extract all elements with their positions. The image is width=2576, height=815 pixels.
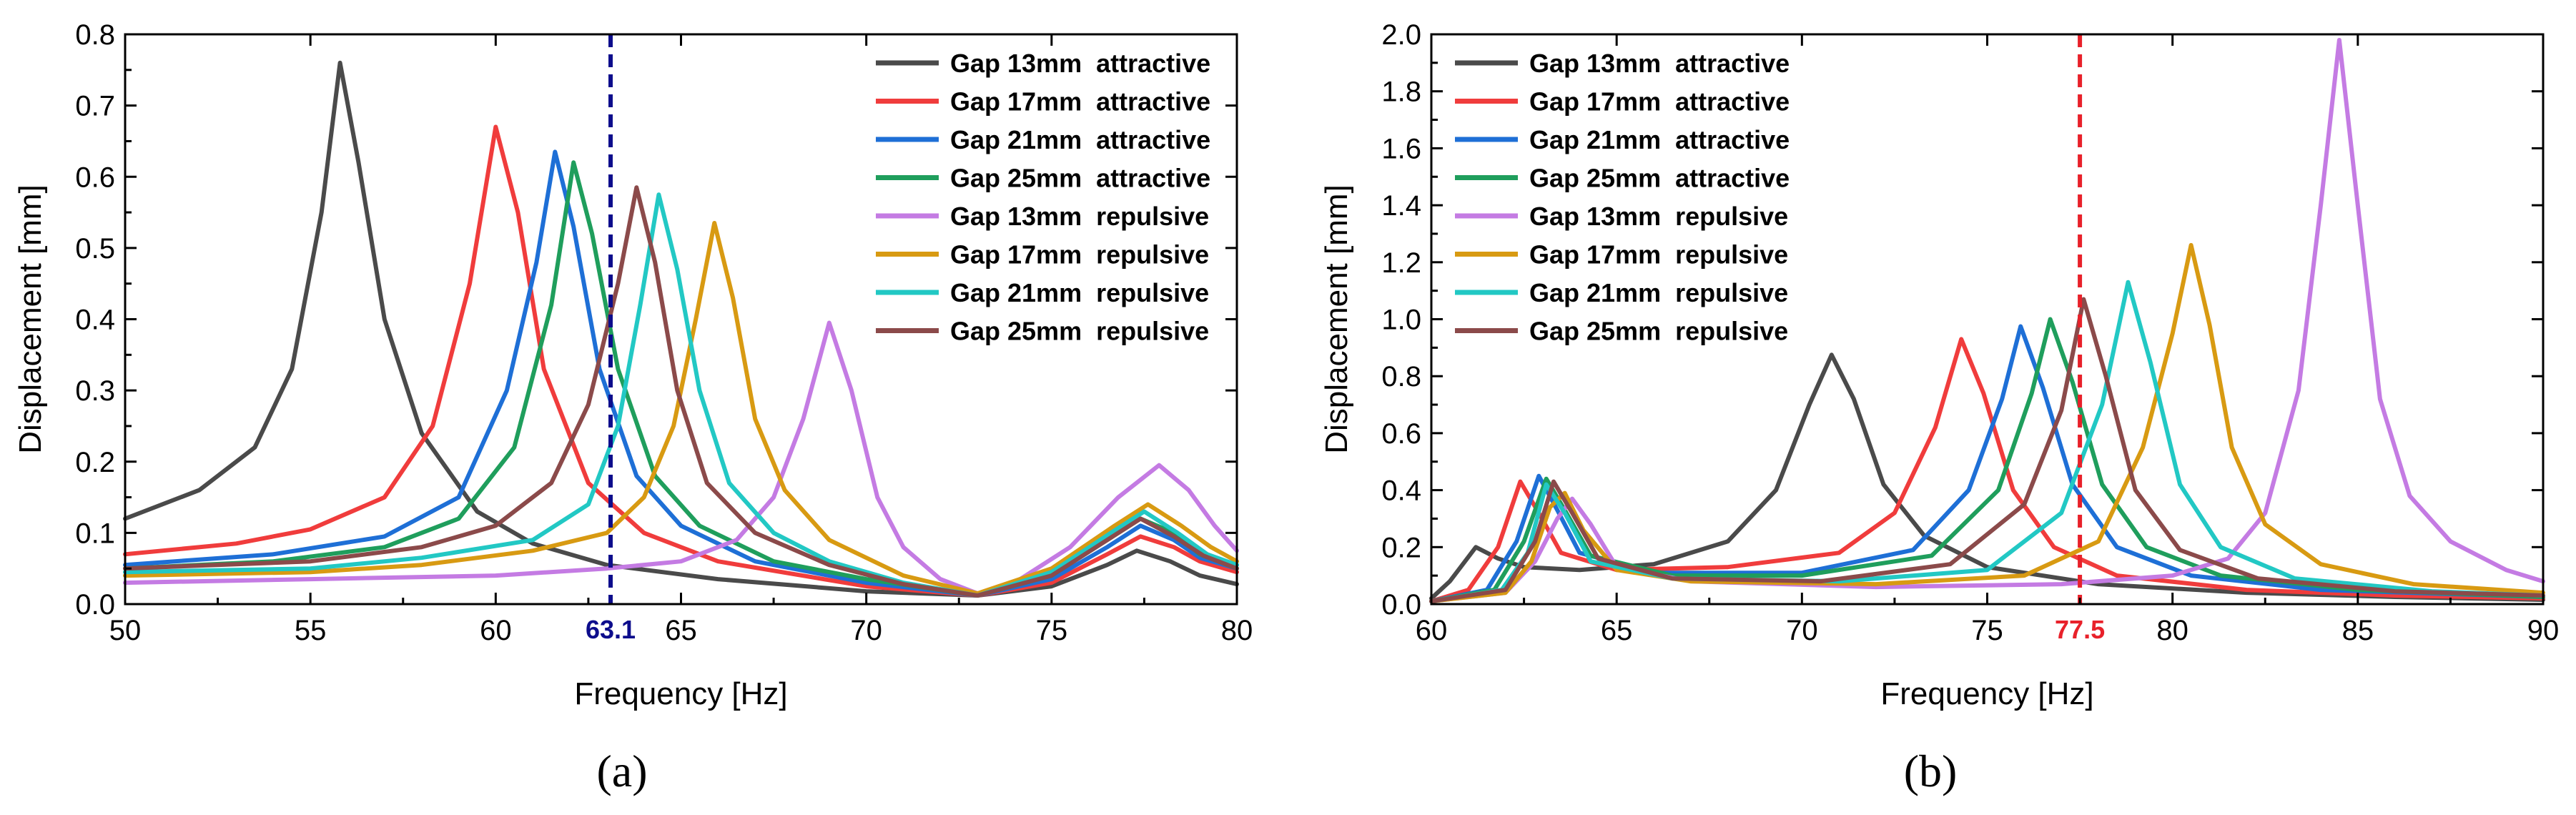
series-line-7 <box>1429 280 2545 603</box>
legend-label-8: Gap 25mm repulsive <box>950 317 1209 346</box>
panel-label: (a) <box>596 746 647 796</box>
x-tick-label: 60 <box>1416 615 1448 646</box>
reference-line-label: 63.1 <box>586 615 636 644</box>
reference-line-label: 77.5 <box>2055 615 2105 644</box>
x-tick-label: 70 <box>850 615 882 646</box>
series-lines <box>1429 38 2545 603</box>
series-line-6 <box>1429 242 2545 603</box>
legend-label-4: Gap 25mm attractive <box>950 164 1210 193</box>
chart-panel-a: 50 55 60 65 70 75 800.00.10.20.30.40.50.60.70.… <box>13 19 1253 796</box>
series-line-8 <box>123 185 1239 598</box>
legend-label-8: Gap 25mm repulsive <box>1529 317 1788 346</box>
y-tick-label: 2.0 <box>1381 19 1421 51</box>
x-axis-label: Frequency [Hz] <box>1880 676 2093 711</box>
y-tick-label: 1.2 <box>1381 247 1421 279</box>
series-line-5 <box>123 320 1239 596</box>
x-tick-label: 65 <box>665 615 697 646</box>
series-line-1 <box>123 60 1239 598</box>
y-tick-label: 0.8 <box>1381 361 1421 392</box>
legend-label-4: Gap 25mm attractive <box>1529 164 1790 193</box>
y-tick-label: 0.6 <box>1381 418 1421 450</box>
legend-label-6: Gap 17mm repulsive <box>950 240 1209 270</box>
y-axis-label: Displacement [mm] <box>13 184 48 454</box>
series-line-4 <box>1429 317 2545 603</box>
y-tick-label: 0.7 <box>75 91 115 122</box>
y-axis: 0.0 0.2 0.4 0.6 0.8 1.0 1.2 1.4 1.6 1.8 2.0 <box>1381 19 2543 621</box>
legend-label-2: Gap 17mm attractive <box>950 87 1210 117</box>
y-tick-label: 0.5 <box>75 233 115 265</box>
x-tick-label: 60 <box>480 615 512 646</box>
y-axis-label: Displacement [mm] <box>1319 184 1354 454</box>
legend-label-3: Gap 21mm attractive <box>1529 125 1790 154</box>
y-tick-label: 0.0 <box>1381 589 1421 621</box>
y-axis: 0.0 0.1 0.2 0.3 0.4 0.5 0.6 0.7 0.8 <box>75 19 1237 621</box>
y-tick-label: 0.4 <box>75 305 115 336</box>
series-line-2 <box>1429 337 2545 603</box>
x-tick-label: 65 <box>1601 615 1633 646</box>
x-tick-label: 80 <box>1221 615 1253 646</box>
series-line-2 <box>123 124 1239 598</box>
y-tick-label: 0.3 <box>75 375 115 407</box>
x-tick-label: 75 <box>1036 615 1068 646</box>
y-tick-label: 0.1 <box>75 518 115 549</box>
panel-label: (b) <box>1904 746 1958 796</box>
x-tick-label: 75 <box>1971 615 2003 646</box>
series-line-7 <box>123 192 1239 598</box>
legend: Gap 13mm attractive Gap 17mm attractive Ga… <box>876 49 1210 346</box>
legend-label-5: Gap 13mm repulsive <box>950 202 1209 231</box>
series-line-8 <box>1429 297 2545 603</box>
x-tick-label: 85 <box>2342 615 2374 646</box>
legend-label-1: Gap 13mm attractive <box>950 49 1210 78</box>
x-tick-label: 70 <box>1786 615 1818 646</box>
series-line-1 <box>1429 352 2545 602</box>
series-line-3 <box>1429 324 2545 603</box>
x-tick-label: 80 <box>2156 615 2188 646</box>
series-line-3 <box>123 149 1239 598</box>
series-line-6 <box>123 221 1239 596</box>
x-axis-label: Frequency [Hz] <box>574 676 787 711</box>
x-axis: 50 55 60 65 70 75 80 <box>109 34 1253 646</box>
x-axis: 60 65 70 75 80 85 90 <box>1416 34 2560 646</box>
y-tick-label: 0.0 <box>75 589 115 621</box>
x-tick-label: 90 <box>2527 615 2560 646</box>
y-tick-label: 1.0 <box>1381 305 1421 336</box>
legend-label-1: Gap 13mm attractive <box>1529 49 1790 78</box>
y-tick-label: 0.6 <box>75 162 115 193</box>
chart-panel-b: 60 65 70 75 80 85 90 0.0 0.2 0.4 0.6 0.8 1.0 1.2 1.4 1.… <box>1319 19 2559 796</box>
y-tick-label: 0.2 <box>75 447 115 478</box>
legend-label-3: Gap 21mm attractive <box>950 125 1210 154</box>
legend-label-6: Gap 17mm repulsive <box>1529 240 1788 270</box>
y-tick-label: 1.6 <box>1381 133 1421 164</box>
y-tick-label: 0.8 <box>75 19 115 51</box>
legend-label-7: Gap 21mm repulsive <box>1529 278 1788 307</box>
y-tick-label: 1.4 <box>1381 190 1421 222</box>
y-tick-label: 0.4 <box>1381 475 1421 507</box>
series-lines <box>123 60 1239 598</box>
legend-label-2: Gap 17mm attractive <box>1529 87 1790 117</box>
x-tick-label: 50 <box>109 615 142 646</box>
legend: Gap 13mm attractive Gap 17mm attractive Ga… <box>1455 49 1790 346</box>
legend-label-7: Gap 21mm repulsive <box>950 278 1209 307</box>
y-tick-label: 1.8 <box>1381 76 1421 108</box>
legend-label-5: Gap 13mm repulsive <box>1529 202 1788 231</box>
series-line-5 <box>1429 38 2545 603</box>
y-tick-label: 0.2 <box>1381 532 1421 563</box>
x-tick-label: 55 <box>295 615 327 646</box>
